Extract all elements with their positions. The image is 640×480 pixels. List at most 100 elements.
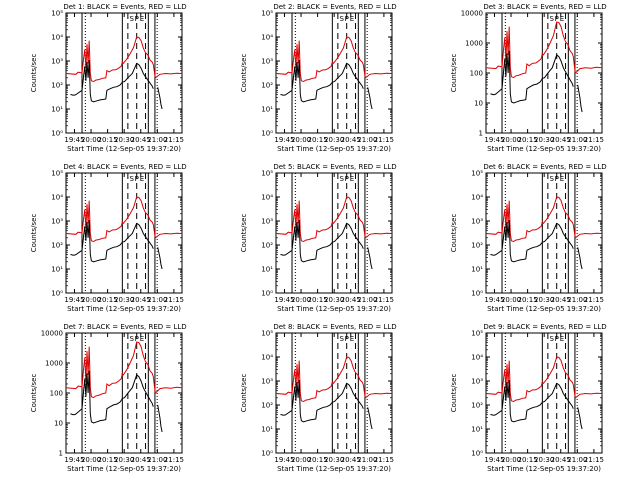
x-tick-label: 19:45	[484, 136, 504, 144]
y-tick-label: 10²	[51, 242, 63, 250]
chart-title: Det 5: BLACK = Events, RED = LLD	[273, 163, 396, 171]
x-tick-label: 21:00	[357, 136, 377, 144]
y-tick-label: 10⁰	[51, 130, 63, 138]
y-tick-label: 10⁵	[261, 170, 273, 178]
y-tick-label: 10³	[51, 218, 63, 226]
x-tick-label: 20:15	[308, 136, 328, 144]
x-tick-label: 20:00	[81, 456, 101, 464]
marker-s: S	[550, 15, 555, 23]
x-tick-label: 20:15	[98, 456, 118, 464]
x-tick-label: 21:15	[164, 456, 184, 464]
x-tick-label: 19:45	[274, 296, 294, 304]
marker-s: S	[130, 15, 135, 23]
events-tail-line	[577, 84, 583, 113]
x-tick-label: 21:15	[164, 296, 184, 304]
y-tick-label: 10¹	[261, 266, 273, 274]
x-tick-label: 20:00	[291, 456, 311, 464]
chart-panel-4: Det 4: BLACK = Events, RED = LLD Counts/s…	[30, 163, 187, 313]
x-tick-label: 21:00	[147, 456, 167, 464]
marker-e: E	[350, 335, 354, 343]
chart-title: Det 3: BLACK = Events, RED = LLD	[483, 3, 606, 11]
marker-s: S	[550, 335, 555, 343]
x-tick-label: 20:30	[534, 296, 554, 304]
y-tick-label: 100	[50, 390, 63, 398]
x-tick-label: 21:15	[584, 296, 604, 304]
x-tick-label: 20:00	[501, 456, 521, 464]
marker-s: S	[550, 175, 555, 183]
y-tick-label: 10²	[51, 82, 63, 90]
x-tick-label: 20:00	[291, 136, 311, 144]
x-tick-label: 21:00	[147, 296, 167, 304]
x-tick-label: 21:00	[567, 296, 587, 304]
y-tick-label: 10³	[471, 218, 483, 226]
y-tick-label: 10¹	[261, 426, 273, 434]
y-tick-label: 10⁴	[51, 34, 63, 42]
x-tick-label: 20:45	[341, 296, 361, 304]
events-series-line	[70, 219, 154, 263]
x-tick-label: 20:45	[131, 296, 151, 304]
y-tick-label: 10²	[261, 402, 273, 410]
x-tick-label: 20:15	[518, 456, 538, 464]
marker-p: P	[555, 175, 559, 183]
x-tick-label: 20:45	[551, 456, 571, 464]
events-tail-line	[367, 407, 373, 430]
y-tick-label: 10⁰	[261, 130, 273, 138]
events-tail-line	[367, 247, 373, 270]
marker-e: E	[560, 335, 564, 343]
y-tick-label: 1000	[45, 360, 63, 368]
x-tick-label: 21:15	[584, 456, 604, 464]
y-tick-label: 10⁴	[471, 354, 483, 362]
lld-series-line	[275, 196, 393, 243]
y-tick-label: 1	[59, 450, 63, 458]
y-tick-label: 10⁵	[471, 330, 483, 338]
x-tick-label: 20:15	[98, 136, 118, 144]
y-tick-label: 10⁴	[261, 354, 273, 362]
y-tick-label: 10000	[41, 330, 63, 338]
y-tick-label: 10²	[261, 82, 273, 90]
lld-series-line	[485, 21, 603, 79]
lld-series-line	[275, 356, 393, 403]
y-axis-label: Counts/sec	[450, 54, 458, 93]
x-tick-label: 20:00	[81, 296, 101, 304]
chart-panel-7: Det 7: BLACK = Events, RED = LLD Counts/s…	[30, 323, 187, 473]
x-tick-label: 20:30	[324, 456, 344, 464]
y-tick-label: 10²	[471, 402, 483, 410]
marker-e: E	[350, 15, 354, 23]
x-tick-label: 20:00	[501, 136, 521, 144]
y-tick-label: 10³	[471, 378, 483, 386]
events-series-line	[280, 379, 364, 423]
y-tick-label: 100	[470, 70, 483, 78]
x-tick-label: 21:15	[164, 136, 184, 144]
events-series-line	[490, 50, 574, 104]
chart-title: Det 9: BLACK = Events, RED = LLD	[483, 323, 606, 331]
x-tick-label: 20:30	[114, 296, 134, 304]
marker-e: E	[560, 175, 564, 183]
x-tick-label: 20:15	[518, 296, 538, 304]
chart-title: Det 8: BLACK = Events, RED = LLD	[273, 323, 396, 331]
marker-s: S	[340, 175, 345, 183]
plot-frame	[65, 172, 183, 294]
x-tick-label: 20:00	[291, 296, 311, 304]
marker-p: P	[135, 15, 139, 23]
marker-e: E	[140, 335, 144, 343]
y-tick-label: 10⁰	[471, 450, 483, 458]
y-axis-label: Counts/sec	[240, 374, 248, 413]
x-axis-label: Start Time (12-Sep-05 19:37:20)	[487, 305, 601, 313]
events-tail-line	[157, 247, 163, 270]
x-tick-label: 20:45	[341, 136, 361, 144]
x-tick-label: 20:45	[551, 296, 571, 304]
lld-series-line	[65, 36, 183, 83]
lld-series-line	[65, 341, 183, 399]
x-tick-label: 20:00	[81, 136, 101, 144]
y-tick-label: 10¹	[261, 106, 273, 114]
y-tick-label: 10¹	[471, 426, 483, 434]
events-series-line	[280, 59, 364, 103]
x-tick-label: 20:30	[324, 296, 344, 304]
x-tick-label: 20:30	[114, 456, 134, 464]
y-axis-label: Counts/sec	[450, 374, 458, 413]
plot-frame	[275, 332, 393, 454]
y-tick-label: 10¹	[51, 266, 63, 274]
plot-frame	[275, 12, 393, 134]
y-tick-label: 10	[474, 100, 483, 108]
